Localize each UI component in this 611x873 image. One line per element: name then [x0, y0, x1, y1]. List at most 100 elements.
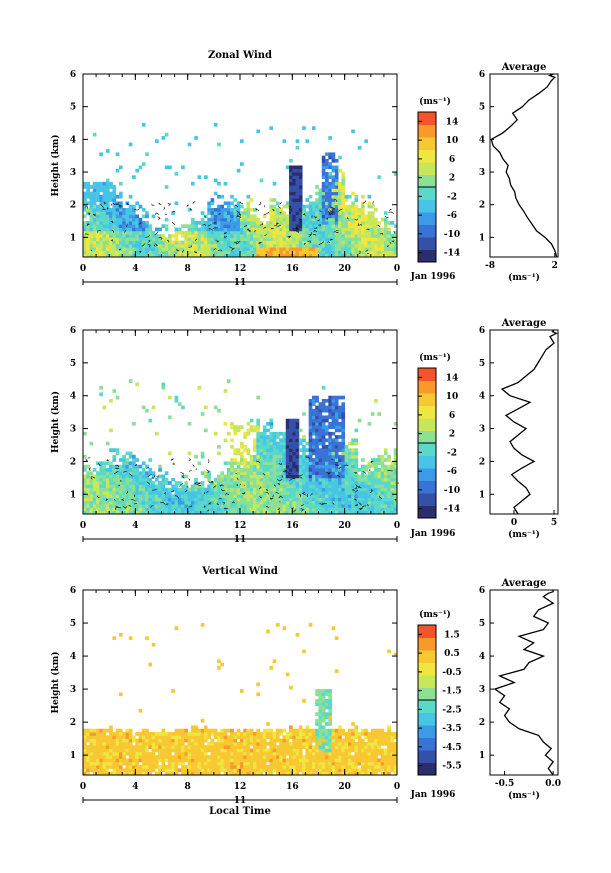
- heatmap-cell: [236, 507, 241, 512]
- heatmap-cell: [181, 765, 185, 769]
- heatmap-cell: [256, 765, 261, 769]
- heatmap-cell: [86, 755, 90, 759]
- heatmap-cell: [181, 253, 185, 258]
- heatmap-cell: [204, 738, 208, 743]
- heatmap-cell: [370, 237, 375, 242]
- heatmap-cell: [135, 250, 140, 255]
- contour-segment: [221, 488, 226, 492]
- heatmap-cell: [387, 487, 391, 492]
- heatmap-cell: [240, 224, 244, 228]
- heatmap-cell: [86, 765, 90, 769]
- heatmap-cell: [269, 665, 274, 670]
- heatmap-cell: [305, 441, 310, 446]
- heatmap-cell: [125, 497, 130, 502]
- heatmap-cell: [181, 735, 185, 740]
- heatmap-cell: [174, 765, 179, 769]
- heatmap-cell: [318, 484, 323, 489]
- heatmap-cell: [132, 221, 136, 225]
- heatmap-cell: [86, 481, 90, 485]
- heatmap-cell: [259, 751, 264, 756]
- heatmap-cell: [220, 211, 225, 215]
- contour-segment: [318, 241, 325, 245]
- heatmap-cell: [361, 253, 365, 258]
- contour-segment: [246, 228, 251, 231]
- heatmap-cell: [275, 771, 280, 776]
- contour-segment: [213, 485, 217, 488]
- heatmap-cell: [266, 751, 270, 756]
- heatmap-cell: [161, 755, 166, 759]
- heatmap-cell: [122, 207, 126, 212]
- heatmap-cell: [181, 761, 185, 766]
- heatmap-cell: [357, 211, 362, 215]
- heatmap-cell: [295, 461, 300, 466]
- heatmap-cell: [249, 250, 254, 255]
- heatmap-cell: [223, 253, 228, 258]
- heatmap-cell: [223, 422, 228, 426]
- heatmap-cell: [135, 221, 140, 225]
- day-label: 11: [234, 278, 247, 288]
- heatmap-cell: [161, 494, 166, 498]
- heatmap-cell: [96, 207, 100, 212]
- heatmap-cell: [128, 494, 133, 498]
- heatmap-cell: [204, 471, 208, 475]
- heatmap-cell: [125, 741, 130, 746]
- heatmap-cell: [148, 418, 153, 423]
- heatmap-cell: [236, 250, 241, 255]
- heatmap-cell: [354, 217, 359, 222]
- heatmap-cell: [269, 728, 274, 733]
- heatmap-cell: [141, 221, 146, 225]
- heatmap-cell: [354, 507, 359, 512]
- heatmap-cell: [266, 765, 270, 769]
- heatmap-cell: [285, 504, 290, 508]
- heatmap-cell: [128, 728, 133, 733]
- heatmap-cell: [334, 435, 339, 439]
- heatmap-cell: [86, 474, 90, 479]
- heatmap-cell: [383, 243, 388, 248]
- heatmap-cell: [89, 185, 94, 189]
- heatmap-cell: [285, 418, 290, 423]
- heatmap-cell: [351, 497, 355, 502]
- heatmap-cell: [390, 250, 395, 255]
- heatmap-cell: [151, 253, 156, 258]
- heatmap-cell: [282, 484, 287, 489]
- heatmap-cell: [347, 253, 352, 258]
- heatmap-cell: [223, 771, 228, 776]
- heatmap-cell: [305, 487, 310, 492]
- heatmap-cell: [253, 428, 257, 433]
- heatmap-cell: [213, 510, 218, 515]
- heatmap-cell: [351, 474, 355, 479]
- heatmap-cell: [308, 415, 313, 420]
- heatmap-cell: [197, 385, 202, 390]
- heatmap-cell: [259, 448, 264, 452]
- heatmap-cell: [295, 253, 300, 258]
- contour-segment: [105, 498, 109, 502]
- contour-segment: [163, 207, 165, 210]
- heatmap-cell: [174, 500, 179, 505]
- heatmap-cell: [253, 761, 257, 766]
- heatmap-cell: [383, 451, 388, 456]
- heatmap-cell: [148, 253, 153, 258]
- contour-segment: [114, 467, 120, 469]
- heatmap-cell: [158, 464, 162, 469]
- heatmap-cell: [151, 768, 156, 773]
- heatmap-cell: [240, 204, 244, 209]
- heatmap-cell: [338, 181, 342, 186]
- heatmap-cell: [230, 221, 234, 225]
- heatmap-cell: [344, 250, 349, 255]
- heatmap-cell: [204, 247, 208, 251]
- heatmap-cell: [282, 771, 287, 776]
- heatmap-cell: [302, 448, 306, 452]
- heatmap-cell: [295, 227, 300, 232]
- heatmap-cell: [285, 751, 290, 756]
- heatmap-cell: [138, 751, 143, 756]
- heatmap-cell: [321, 441, 326, 446]
- heatmap-cell: [168, 497, 172, 502]
- heatmap-cell: [118, 243, 123, 248]
- heatmap-cell: [370, 253, 375, 258]
- heatmap-cell: [328, 461, 332, 466]
- heatmap-cell: [141, 735, 146, 740]
- heatmap-cell: [292, 448, 297, 452]
- heatmap-cell: [321, 471, 326, 475]
- heatmap-cell: [285, 448, 290, 452]
- heatmap-cell: [164, 243, 169, 248]
